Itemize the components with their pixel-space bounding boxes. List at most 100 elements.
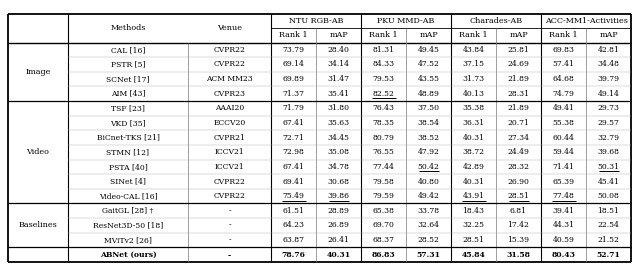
Text: 21.89: 21.89 [508, 104, 529, 112]
Text: 77.44: 77.44 [372, 163, 394, 171]
Text: 21.52: 21.52 [598, 236, 620, 244]
Text: 80.79: 80.79 [372, 134, 394, 142]
Text: 45.41: 45.41 [598, 177, 620, 186]
Text: 38.54: 38.54 [417, 119, 440, 127]
Text: 60.44: 60.44 [552, 134, 575, 142]
Text: 48.89: 48.89 [417, 90, 440, 98]
Text: 22.54: 22.54 [598, 221, 620, 229]
Text: 61.51: 61.51 [283, 207, 305, 215]
Text: 40.31: 40.31 [463, 134, 484, 142]
Text: ABNet (ours): ABNet (ours) [100, 251, 156, 259]
Text: 72.98: 72.98 [283, 148, 305, 156]
Text: 71.37: 71.37 [282, 90, 305, 98]
Text: 69.89: 69.89 [283, 75, 305, 83]
Text: 42.89: 42.89 [463, 163, 484, 171]
Text: 29.73: 29.73 [598, 104, 620, 112]
Text: 27.34: 27.34 [508, 134, 529, 142]
Text: 45.84: 45.84 [461, 251, 485, 259]
Text: 64.23: 64.23 [282, 221, 305, 229]
Text: 76.55: 76.55 [372, 148, 394, 156]
Text: MViTv2 [26]: MViTv2 [26] [104, 236, 152, 244]
Text: 26.90: 26.90 [508, 177, 529, 186]
Text: PKU MMD-AB: PKU MMD-AB [378, 17, 435, 25]
Text: 78.35: 78.35 [372, 119, 394, 127]
Text: STMN [12]: STMN [12] [106, 148, 150, 156]
Text: 69.14: 69.14 [283, 60, 305, 68]
Text: 49.42: 49.42 [417, 192, 440, 200]
Text: 68.37: 68.37 [372, 236, 394, 244]
Text: BiCnet-TKS [21]: BiCnet-TKS [21] [97, 134, 159, 142]
Text: 33.78: 33.78 [417, 207, 440, 215]
Text: 28.89: 28.89 [328, 207, 349, 215]
Text: 6.81: 6.81 [510, 207, 527, 215]
Text: 21.89: 21.89 [508, 75, 529, 83]
Text: Video: Video [27, 148, 49, 156]
Text: -: - [228, 236, 231, 244]
Text: 47.52: 47.52 [417, 60, 440, 68]
Text: 72.71: 72.71 [283, 134, 305, 142]
Text: 36.31: 36.31 [463, 119, 484, 127]
Text: 34.48: 34.48 [598, 60, 620, 68]
Text: 44.31: 44.31 [552, 221, 575, 229]
Text: 79.58: 79.58 [372, 177, 394, 186]
Text: Methods: Methods [110, 24, 146, 32]
Text: 25.81: 25.81 [508, 46, 529, 54]
Text: mAP: mAP [599, 31, 618, 39]
Text: 79.53: 79.53 [372, 75, 394, 83]
Text: 31.73: 31.73 [463, 75, 484, 83]
Text: 28.31: 28.31 [508, 90, 529, 98]
Text: 71.41: 71.41 [552, 163, 575, 171]
Text: 28.32: 28.32 [508, 163, 529, 171]
Text: 43.91: 43.91 [463, 192, 484, 200]
Text: 69.41: 69.41 [283, 177, 305, 186]
Text: 50.42: 50.42 [417, 163, 440, 171]
Text: 35.08: 35.08 [328, 148, 349, 156]
Text: VKD [35]: VKD [35] [110, 119, 146, 127]
Text: 49.14: 49.14 [598, 90, 620, 98]
Text: Charades-AB: Charades-AB [469, 17, 523, 25]
Text: 30.68: 30.68 [328, 177, 349, 186]
Text: 29.57: 29.57 [598, 119, 620, 127]
Text: 82.52: 82.52 [372, 90, 394, 98]
Text: 26.41: 26.41 [328, 236, 349, 244]
Text: 49.45: 49.45 [417, 46, 440, 54]
Text: 35.41: 35.41 [328, 90, 349, 98]
Text: 71.79: 71.79 [283, 104, 305, 112]
Text: CAL [16]: CAL [16] [111, 46, 145, 54]
Text: 32.64: 32.64 [417, 221, 440, 229]
Text: 28.51: 28.51 [508, 192, 529, 200]
Text: ICCV21: ICCV21 [214, 148, 244, 156]
Text: 31.80: 31.80 [328, 104, 349, 112]
Text: 50.08: 50.08 [598, 192, 620, 200]
Text: ResNet3D-50 [18]: ResNet3D-50 [18] [93, 221, 163, 229]
Text: 47.92: 47.92 [417, 148, 440, 156]
Text: 57.31: 57.31 [417, 251, 440, 259]
Text: PSTR [5]: PSTR [5] [111, 60, 145, 68]
Text: 55.38: 55.38 [552, 119, 575, 127]
Text: ACC-MM1-Activities: ACC-MM1-Activities [545, 17, 627, 25]
Text: 40.80: 40.80 [417, 177, 440, 186]
Text: 73.79: 73.79 [282, 46, 305, 54]
Text: 67.41: 67.41 [283, 119, 305, 127]
Text: 79.59: 79.59 [372, 192, 394, 200]
Text: ECCV20: ECCV20 [213, 119, 246, 127]
Text: CVPR23: CVPR23 [214, 90, 246, 98]
Text: 28.40: 28.40 [328, 46, 349, 54]
Text: Venue: Venue [217, 24, 242, 32]
Text: CVPR22: CVPR22 [214, 60, 245, 68]
Text: 69.70: 69.70 [372, 221, 394, 229]
Text: 24.49: 24.49 [508, 148, 529, 156]
Text: ICCV21: ICCV21 [214, 163, 244, 171]
Text: CVPR21: CVPR21 [214, 134, 245, 142]
Text: AAAI20: AAAI20 [215, 104, 244, 112]
Text: 84.33: 84.33 [372, 60, 395, 68]
Text: 40.13: 40.13 [463, 90, 484, 98]
Text: 65.38: 65.38 [372, 207, 394, 215]
Text: NTU RGB-AB: NTU RGB-AB [289, 17, 343, 25]
Text: Baselines: Baselines [19, 221, 58, 229]
Text: 50.31: 50.31 [598, 163, 620, 171]
Text: 43.84: 43.84 [463, 46, 484, 54]
Text: SCNet [17]: SCNet [17] [106, 75, 150, 83]
Text: 77.48: 77.48 [552, 192, 575, 200]
Text: 15.39: 15.39 [508, 236, 529, 244]
